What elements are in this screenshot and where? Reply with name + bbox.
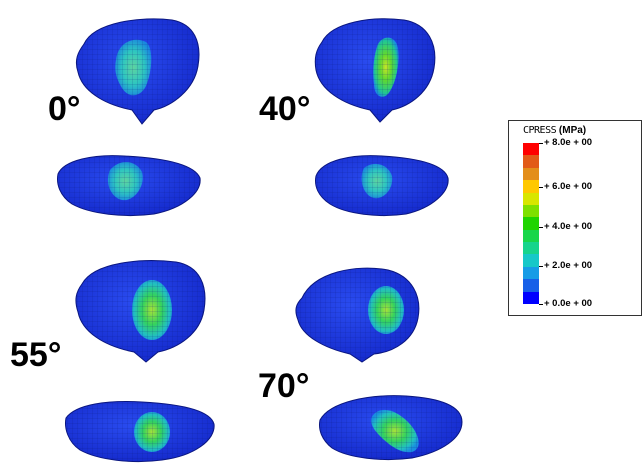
legend-swatch <box>523 266 539 280</box>
legend-swatch <box>523 143 539 156</box>
legend-swatch <box>523 242 539 255</box>
legend-tick <box>539 266 543 267</box>
legend-swatch <box>523 180 539 194</box>
fe-model-40-superior <box>314 18 436 123</box>
legend-swatch <box>523 155 539 169</box>
legend-variable: CPRESS <box>523 125 557 136</box>
legend-swatch <box>523 254 539 268</box>
legend-swatch <box>523 192 539 206</box>
fe-model-0-side <box>57 155 201 216</box>
legend-tick-label: + 8.0e + 00 <box>544 137 593 148</box>
legend-tick <box>539 143 543 144</box>
angle-label-70: 70° <box>258 367 310 405</box>
legend-swatch <box>523 217 539 231</box>
legend-tick <box>539 304 543 305</box>
angle-label-40: 40° <box>259 90 311 128</box>
legend-tick-label: + 6.0e + 00 <box>544 181 593 192</box>
legend-swatch <box>523 167 539 181</box>
angle-label-55: 55° <box>10 336 62 374</box>
angle-label-0: 0° <box>48 90 81 128</box>
fe-model-55-side <box>65 401 215 462</box>
fe-model-70-side <box>319 395 463 460</box>
legend-tick-label: + 2.0e + 00 <box>544 260 593 271</box>
legend-unit: (MPa) <box>558 125 587 136</box>
contact-pressure-legend: CPRESS (MPa) + 8.0e + 00 + 6.0e + 00 + 4… <box>508 120 642 316</box>
legend-swatch <box>523 229 539 243</box>
legend-tick <box>539 187 543 188</box>
fe-model-0-superior <box>75 18 200 125</box>
fe-model-55-superior <box>75 260 206 363</box>
legend-swatch <box>523 291 539 305</box>
legend-tick-label: + 4.0e + 00 <box>544 221 593 232</box>
legend-title: CPRESS (MPa) <box>523 125 586 136</box>
legend-tick-label: + 0.0e + 00 <box>544 298 593 309</box>
legend-tick <box>539 227 543 228</box>
legend-swatch <box>523 204 539 218</box>
fe-model-70-superior <box>295 267 420 363</box>
legend-swatch <box>523 279 539 293</box>
fe-model-40-side <box>315 155 449 217</box>
